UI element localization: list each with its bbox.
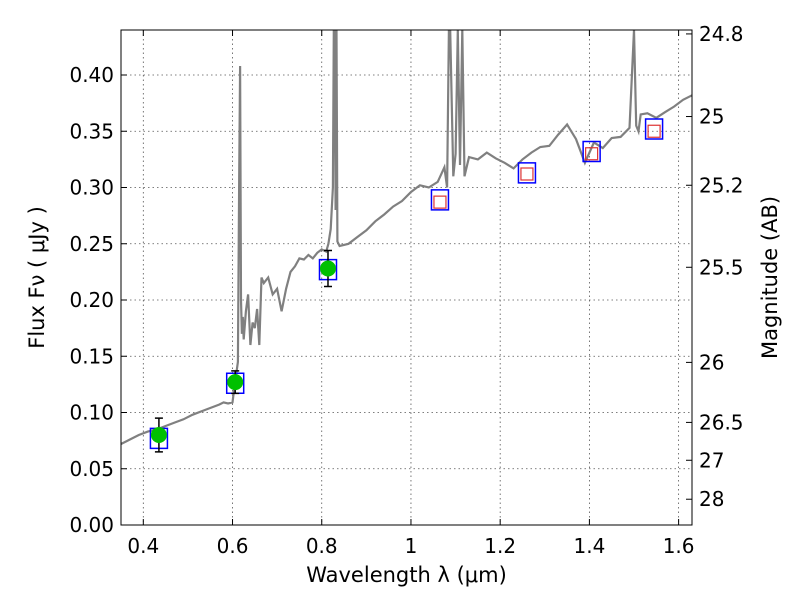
grid <box>121 30 692 526</box>
predicted-flux-marker <box>585 147 599 161</box>
x-axis-label: Wavelength λ (μm) <box>306 563 507 587</box>
y-tick-label: 0.00 <box>69 513 114 537</box>
model-photometry-marker <box>517 162 537 184</box>
predicted-flux-marker <box>433 195 447 209</box>
x-tick-label: 0.6 <box>217 534 249 558</box>
y-tick-label: 0.10 <box>69 401 114 425</box>
y-tick-label: 0.40 <box>69 63 114 87</box>
mag-tick-label: 26.5 <box>699 410 744 434</box>
mag-tick-label: 27 <box>699 448 724 472</box>
x-tick-label: 1.2 <box>484 534 516 558</box>
mag-tick-label: 24.8 <box>699 22 744 46</box>
x-tick-label: 1.4 <box>573 534 605 558</box>
mag-tick-label: 25.2 <box>699 173 744 197</box>
y-tick-label: 0.15 <box>69 344 114 368</box>
x-tick-label: 0.4 <box>127 534 159 558</box>
predicted-flux-marker <box>647 124 661 138</box>
x-tick-label: 1.6 <box>663 534 695 558</box>
mag-tick-label: 25.5 <box>699 255 744 279</box>
x-tick-label: 0.8 <box>306 534 338 558</box>
spectrum-line <box>121 30 692 445</box>
y-axis-label: Flux Fν ( μJy ) <box>25 206 49 349</box>
marker-layer <box>149 118 664 453</box>
y-tick-label: 0.35 <box>69 119 114 143</box>
right-axis-label: Magnitude (AB) <box>758 196 782 359</box>
y-tick-label: 0.05 <box>69 457 114 481</box>
y-tick-label: 0.30 <box>69 176 114 200</box>
mag-tick-label: 25 <box>699 105 724 129</box>
tick-layer: 0.4 0.6 0.8 1 1.2 1.4 1.6 0.00 0.05 0.10 0.15 0.20 0… <box>69 22 743 558</box>
x-tick-label: 1 <box>405 534 418 558</box>
model-photometry-marker <box>582 140 601 163</box>
observed-point <box>319 260 336 277</box>
spectrum-layer <box>121 30 692 445</box>
observed-point <box>227 374 244 391</box>
observed-point <box>150 427 167 443</box>
mag-tick-label: 26 <box>699 350 724 374</box>
y-tick-label: 0.20 <box>69 288 114 312</box>
model-photometry-marker <box>644 118 664 140</box>
predicted-flux-marker <box>520 167 534 181</box>
model-photometry-marker <box>430 189 450 211</box>
mag-tick-label: 28 <box>699 487 724 511</box>
plot-frame <box>120 29 693 526</box>
y-tick-label: 0.25 <box>69 232 114 256</box>
